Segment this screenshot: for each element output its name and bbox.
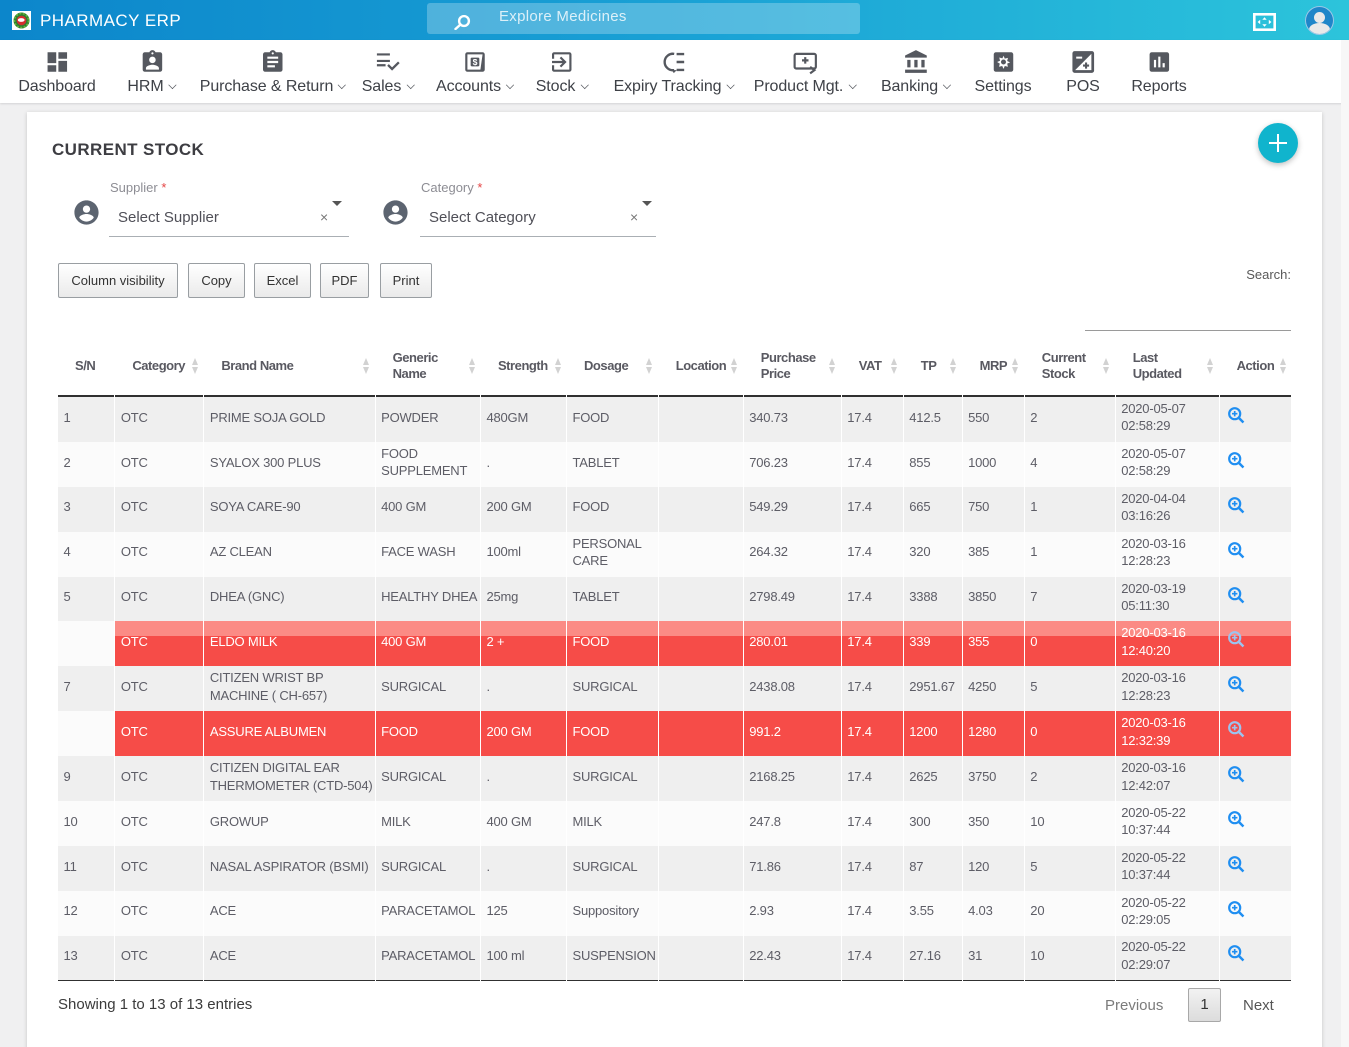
svg-text:$: $ bbox=[473, 57, 478, 67]
